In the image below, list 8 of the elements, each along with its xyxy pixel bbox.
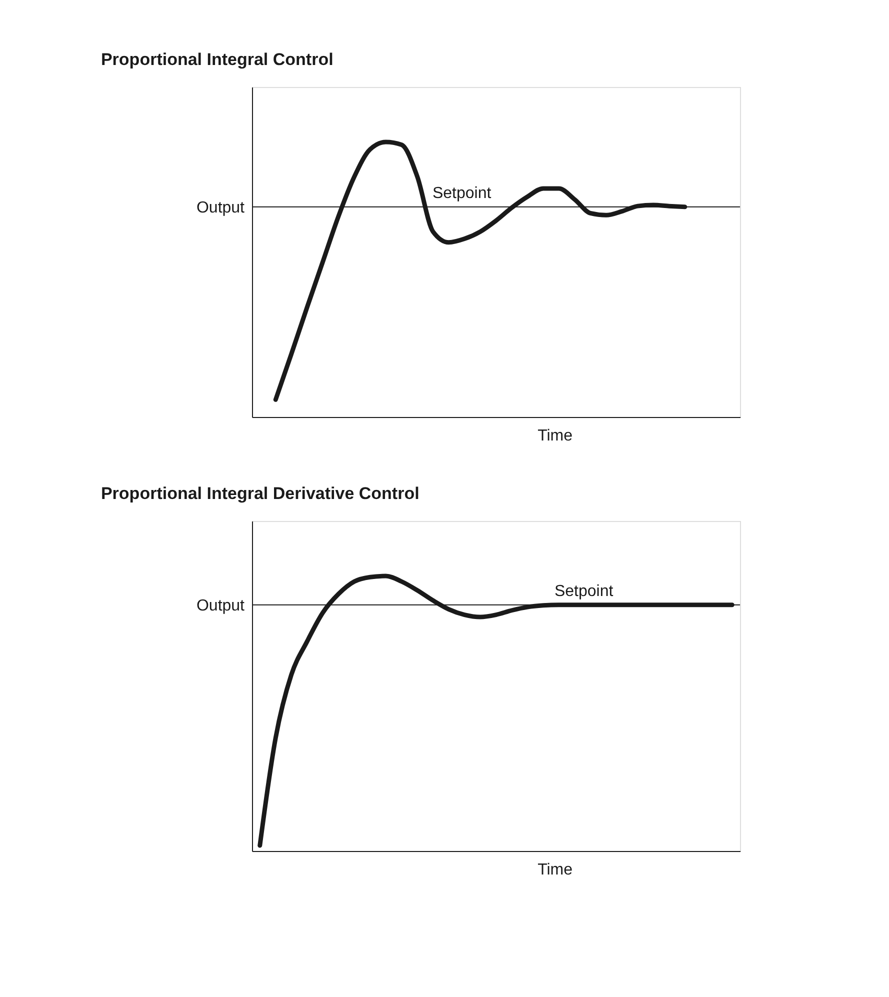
x-axis-title: Time <box>538 428 573 444</box>
y-axis-title: Output <box>196 199 246 216</box>
ref-line-label: Setpoint <box>432 184 492 202</box>
y-axis-title: Output <box>196 597 246 614</box>
chart-title: Proportional Integral Control <box>100 50 334 69</box>
ref-line-label: Setpoint <box>554 582 614 600</box>
x-axis-title: Time <box>538 862 573 878</box>
chart-title: Proportional Integral Derivative Control <box>100 484 420 503</box>
